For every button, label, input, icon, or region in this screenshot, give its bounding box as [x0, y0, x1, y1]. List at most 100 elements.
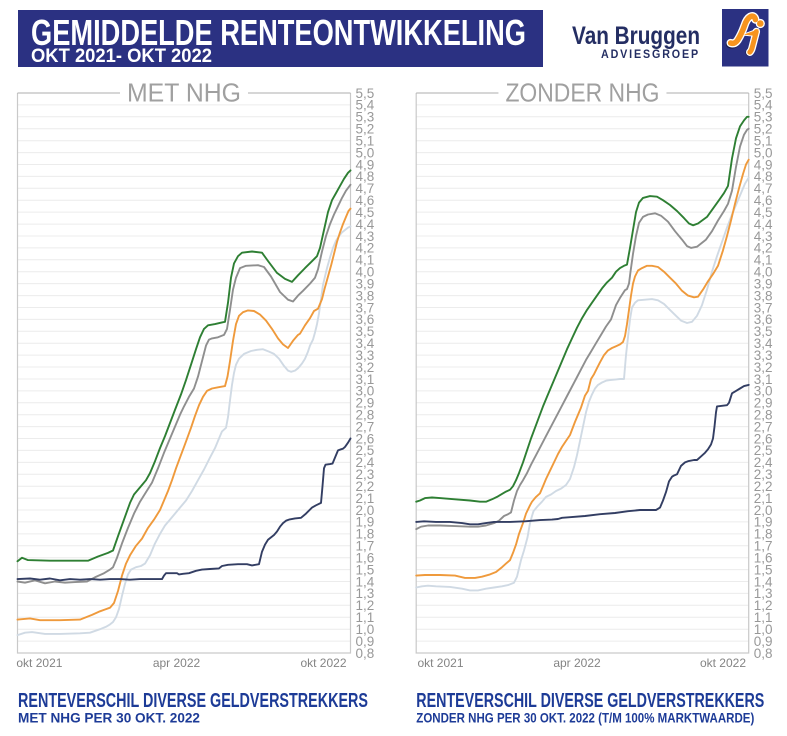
svg-text:2,3: 2,3 — [356, 467, 375, 482]
svg-text:ADVIESGROEP: ADVIESGROEP — [601, 49, 700, 61]
svg-text:4,0: 4,0 — [356, 265, 375, 280]
svg-text:5,3: 5,3 — [356, 110, 375, 125]
svg-text:3,3: 3,3 — [356, 348, 375, 363]
svg-text:3,9: 3,9 — [356, 276, 375, 291]
svg-text:4,7: 4,7 — [356, 181, 375, 196]
svg-text:apr 2022: apr 2022 — [553, 656, 601, 670]
svg-text:1,3: 1,3 — [754, 586, 773, 601]
svg-text:2,2: 2,2 — [356, 479, 375, 494]
svg-text:4,3: 4,3 — [754, 229, 773, 244]
svg-text:5,0: 5,0 — [754, 145, 773, 160]
svg-text:1,0: 1,0 — [754, 622, 773, 637]
svg-text:1,5: 1,5 — [754, 562, 773, 577]
svg-text:3,9: 3,9 — [754, 276, 773, 291]
svg-text:4,7: 4,7 — [754, 181, 773, 196]
svg-text:okt 2021: okt 2021 — [417, 656, 463, 670]
svg-text:3,1: 3,1 — [754, 372, 773, 387]
svg-text:1,7: 1,7 — [356, 539, 375, 554]
svg-text:5,5: 5,5 — [356, 86, 375, 101]
svg-text:3,2: 3,2 — [356, 360, 375, 375]
svg-text:3,4: 3,4 — [754, 336, 773, 351]
svg-text:1,2: 1,2 — [356, 598, 375, 613]
svg-text:2,6: 2,6 — [754, 431, 773, 446]
svg-text:GEMIDDELDE RENTEONTWIKKELING: GEMIDDELDE RENTEONTWIKKELING — [31, 12, 526, 53]
svg-text:2,5: 2,5 — [356, 443, 375, 458]
svg-text:4,9: 4,9 — [356, 157, 375, 172]
svg-text:2,2: 2,2 — [754, 479, 773, 494]
svg-text:4,4: 4,4 — [754, 217, 773, 232]
svg-text:0,8: 0,8 — [754, 646, 773, 661]
svg-text:1,7: 1,7 — [754, 539, 773, 554]
svg-text:3,5: 3,5 — [356, 324, 375, 339]
svg-text:3,8: 3,8 — [754, 288, 773, 303]
svg-text:2,7: 2,7 — [356, 419, 375, 434]
svg-text:5,4: 5,4 — [754, 98, 773, 113]
svg-text:1,4: 1,4 — [356, 574, 375, 589]
svg-text:2,4: 2,4 — [754, 455, 773, 470]
svg-text:4,8: 4,8 — [356, 169, 375, 184]
svg-text:4,2: 4,2 — [356, 241, 375, 256]
svg-text:2,1: 2,1 — [754, 491, 773, 506]
svg-text:RENTEVERSCHIL DIVERSE GELDVERS: RENTEVERSCHIL DIVERSE GELDVERSTREKKERS — [18, 690, 368, 712]
svg-text:0,9: 0,9 — [356, 634, 375, 649]
svg-text:2,0: 2,0 — [356, 503, 375, 518]
svg-text:3,7: 3,7 — [754, 300, 773, 315]
svg-text:1,6: 1,6 — [356, 551, 375, 566]
svg-text:3,3: 3,3 — [754, 348, 773, 363]
svg-text:4,8: 4,8 — [754, 169, 773, 184]
svg-text:1,5: 1,5 — [356, 562, 375, 577]
svg-text:Van Bruggen: Van Bruggen — [572, 22, 700, 50]
svg-text:1,9: 1,9 — [754, 515, 773, 530]
svg-text:okt 2022: okt 2022 — [700, 656, 746, 670]
svg-text:2,8: 2,8 — [356, 408, 375, 423]
svg-text:4,1: 4,1 — [356, 253, 375, 268]
svg-text:OKT 2021- OKT 2022: OKT 2021- OKT 2022 — [31, 46, 212, 67]
svg-text:4,2: 4,2 — [754, 241, 773, 256]
svg-text:2,9: 2,9 — [754, 396, 773, 411]
svg-text:3,0: 3,0 — [754, 384, 773, 399]
svg-text:5,2: 5,2 — [356, 122, 375, 137]
svg-text:1,4: 1,4 — [754, 574, 773, 589]
svg-text:2,9: 2,9 — [356, 396, 375, 411]
svg-text:1,3: 1,3 — [356, 586, 375, 601]
svg-text:2,0: 2,0 — [754, 503, 773, 518]
svg-text:1,2: 1,2 — [754, 598, 773, 613]
svg-text:3,7: 3,7 — [356, 300, 375, 315]
svg-text:4,3: 4,3 — [356, 229, 375, 244]
svg-text:3,6: 3,6 — [754, 312, 773, 327]
svg-text:1,8: 1,8 — [356, 527, 375, 542]
svg-text:3,8: 3,8 — [356, 288, 375, 303]
svg-text:apr 2022: apr 2022 — [153, 656, 201, 670]
svg-text:2,6: 2,6 — [356, 431, 375, 446]
svg-text:1,8: 1,8 — [754, 527, 773, 542]
svg-text:5,1: 5,1 — [356, 134, 375, 149]
svg-text:2,8: 2,8 — [754, 408, 773, 423]
svg-text:4,0: 4,0 — [754, 265, 773, 280]
svg-text:3,6: 3,6 — [356, 312, 375, 327]
svg-text:1,6: 1,6 — [754, 551, 773, 566]
svg-text:4,5: 4,5 — [754, 205, 773, 220]
svg-text:3,0: 3,0 — [356, 384, 375, 399]
svg-text:4,9: 4,9 — [754, 157, 773, 172]
svg-text:3,1: 3,1 — [356, 372, 375, 387]
svg-text:5,3: 5,3 — [754, 110, 773, 125]
svg-text:2,4: 2,4 — [356, 455, 375, 470]
svg-text:5,0: 5,0 — [356, 145, 375, 160]
svg-text:RENTEVERSCHIL DIVERSE GELDVERS: RENTEVERSCHIL DIVERSE GELDVERSTREKKERS — [416, 690, 764, 712]
svg-text:3,4: 3,4 — [356, 336, 375, 351]
svg-text:0,8: 0,8 — [356, 646, 375, 661]
svg-text:2,7: 2,7 — [754, 419, 773, 434]
svg-text:0,9: 0,9 — [754, 634, 773, 649]
svg-text:5,2: 5,2 — [754, 122, 773, 137]
svg-text:okt 2021: okt 2021 — [16, 656, 62, 670]
svg-text:4,6: 4,6 — [356, 193, 375, 208]
svg-text:okt 2022: okt 2022 — [300, 656, 346, 670]
svg-text:1,9: 1,9 — [356, 515, 375, 530]
svg-text:1,1: 1,1 — [754, 610, 773, 625]
svg-text:4,1: 4,1 — [754, 253, 773, 268]
svg-text:MET NHG: MET NHG — [127, 80, 241, 108]
svg-text:3,5: 3,5 — [754, 324, 773, 339]
svg-text:5,1: 5,1 — [754, 134, 773, 149]
svg-text:5,5: 5,5 — [754, 86, 773, 101]
svg-text:2,3: 2,3 — [754, 467, 773, 482]
